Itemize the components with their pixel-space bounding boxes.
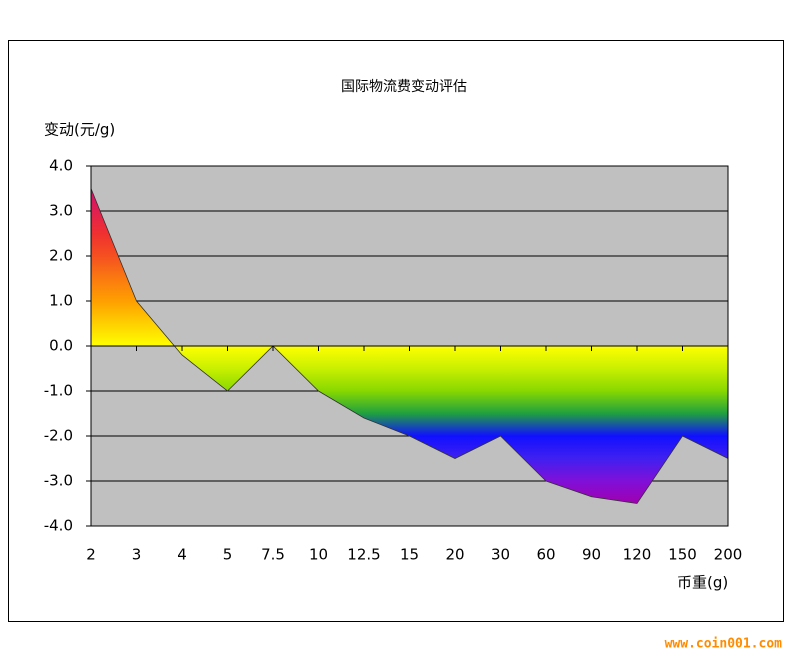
x-tick-label: 4 <box>177 546 187 564</box>
y-tick-label: -1.0 <box>44 382 73 400</box>
x-tick-label: 150 <box>668 546 697 564</box>
x-tick-label: 30 <box>491 546 510 564</box>
x-tick-label: 5 <box>223 546 233 564</box>
x-tick-label: 15 <box>400 546 419 564</box>
y-tick-label: 0.0 <box>49 337 73 355</box>
y-tick-label: 1.0 <box>49 292 73 310</box>
plot-border <box>90 165 729 527</box>
x-tick-label: 20 <box>445 546 464 564</box>
y-axis-title: 变动(元/g) <box>44 121 115 139</box>
x-axis-title: 币重(g) <box>677 574 728 592</box>
x-tick-label: 7.5 <box>261 546 285 564</box>
x-tick-label: 60 <box>536 546 555 564</box>
y-tick-label: 2.0 <box>49 247 73 265</box>
x-tick-label: 200 <box>714 546 743 564</box>
y-tick-label: -2.0 <box>44 427 73 445</box>
watermark: www.coin001.com <box>665 637 783 652</box>
y-tick-label: 4.0 <box>49 157 73 175</box>
x-tick-label: 90 <box>582 546 601 564</box>
y-tick-label: -4.0 <box>44 517 73 535</box>
x-tick-label: 2 <box>86 546 96 564</box>
x-tick-label: 3 <box>132 546 142 564</box>
y-tick-label: 3.0 <box>49 202 73 220</box>
x-tick-label: 10 <box>309 546 328 564</box>
x-tick-label: 120 <box>623 546 652 564</box>
x-tick-label: 12.5 <box>347 546 380 564</box>
y-tick-label: -3.0 <box>44 472 73 490</box>
chart-title: 国际物流费变动评估 <box>341 79 467 95</box>
